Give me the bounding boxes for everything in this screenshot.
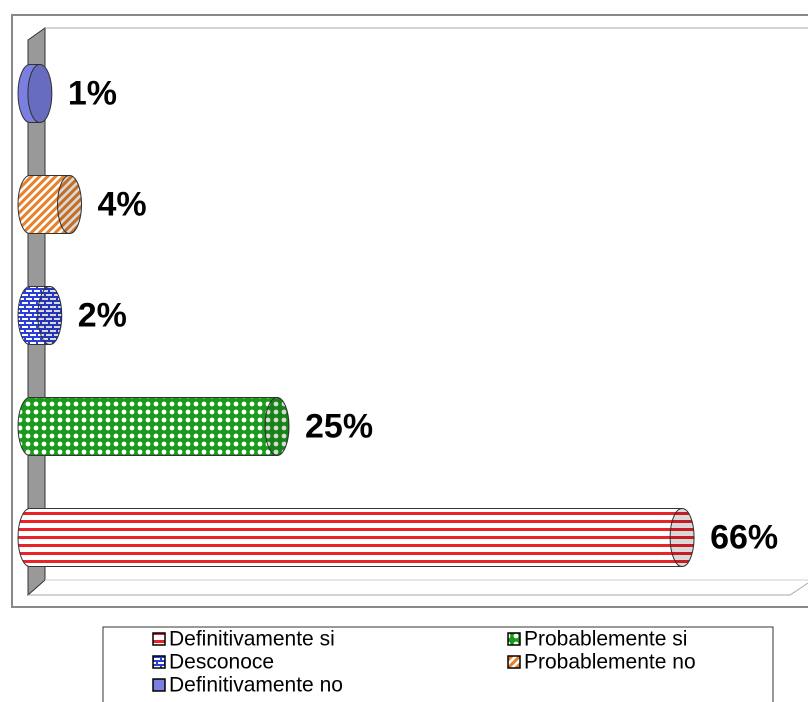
value-label: 1% <box>68 74 117 112</box>
legend-swatch <box>152 632 166 646</box>
bar <box>17 286 63 345</box>
legend-swatch <box>507 655 521 669</box>
bar <box>17 175 83 234</box>
legend-swatch <box>507 632 521 646</box>
legend <box>102 626 774 702</box>
floor <box>28 582 808 596</box>
legend-label: Desconoce <box>169 651 274 674</box>
value-label: 2% <box>78 296 127 334</box>
bar <box>17 508 695 567</box>
bar <box>17 64 53 123</box>
value-label: 66% <box>710 518 778 556</box>
legend-label: Probablemente no <box>524 651 696 674</box>
legend-label: Probablemente si <box>524 628 687 651</box>
legend-label: Definitivamente no <box>169 674 343 697</box>
value-label: 25% <box>305 407 373 445</box>
legend-swatch <box>152 678 166 692</box>
value-label: 4% <box>98 185 147 223</box>
bar <box>17 397 290 456</box>
legend-label: Definitivamente si <box>169 628 335 651</box>
legend-swatch <box>152 655 166 669</box>
